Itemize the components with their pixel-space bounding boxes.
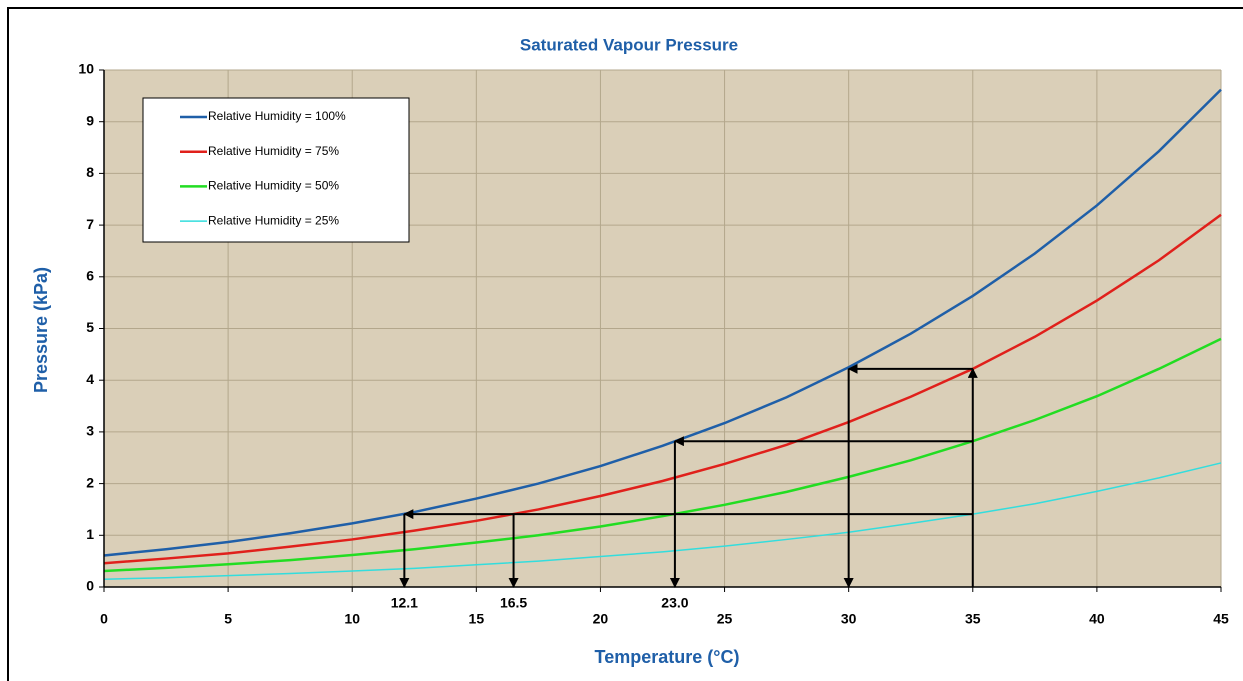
x-tick-label: 20 <box>593 611 609 627</box>
series-line <box>103 462 1222 580</box>
chart-title: Saturated Vapour Pressure <box>520 35 738 54</box>
y-tick-label: 2 <box>86 474 94 490</box>
y-tick-label: 5 <box>86 319 94 335</box>
x-tick-label: 30 <box>841 611 857 627</box>
y-tick-label: 1 <box>86 526 94 542</box>
legend-label: Relative Humidity = 50% <box>208 179 339 193</box>
y-tick-label: 6 <box>86 268 94 284</box>
x-tick-label: 45 <box>1213 611 1229 627</box>
annotation-label: 12.1 <box>391 595 418 611</box>
x-axis-label: Temperature (°C) <box>595 647 740 667</box>
legend-label: Relative Humidity = 75% <box>208 144 339 158</box>
y-tick-label: 9 <box>86 112 94 128</box>
annotation-label: 23.0 <box>661 595 688 611</box>
legend-label: Relative Humidity = 100% <box>208 109 346 123</box>
series-line <box>103 213 1222 565</box>
series-line <box>103 88 1222 557</box>
x-tick-label: 25 <box>717 611 733 627</box>
x-tick-label: 35 <box>965 611 981 627</box>
y-tick-label: 0 <box>86 578 94 594</box>
legend <box>142 97 410 243</box>
annotation-label: 16.5 <box>500 595 527 611</box>
x-tick-label: 40 <box>1089 611 1105 627</box>
y-axis-label: Pressure (kPa) <box>31 267 51 393</box>
x-tick-label: 5 <box>224 611 232 627</box>
y-tick-label: 8 <box>86 164 94 180</box>
x-tick-label: 10 <box>344 611 360 627</box>
y-tick-label: 10 <box>78 61 94 77</box>
y-tick-label: 3 <box>86 423 94 439</box>
legend-label: Relative Humidity = 25% <box>208 213 339 227</box>
y-tick-label: 4 <box>86 371 94 387</box>
x-tick-label: 15 <box>469 611 485 627</box>
y-tick-label: 7 <box>86 216 94 232</box>
x-tick-label: 0 <box>100 611 108 627</box>
series-line <box>103 337 1222 573</box>
